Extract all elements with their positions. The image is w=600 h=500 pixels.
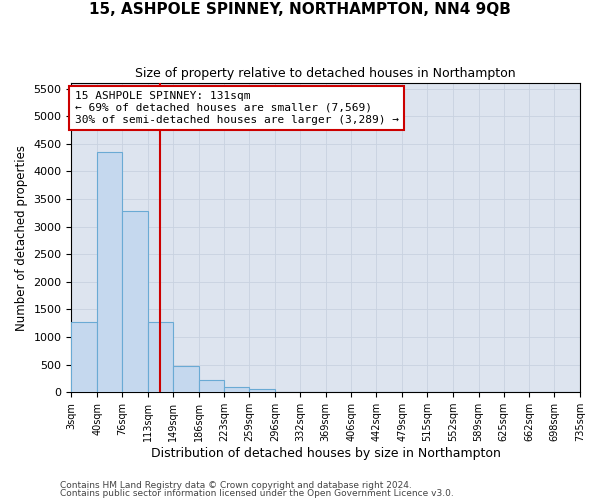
- Y-axis label: Number of detached properties: Number of detached properties: [15, 144, 28, 330]
- X-axis label: Distribution of detached houses by size in Northampton: Distribution of detached houses by size …: [151, 447, 500, 460]
- Bar: [71, 322, 97, 392]
- Title: Size of property relative to detached houses in Northampton: Size of property relative to detached ho…: [136, 68, 516, 80]
- Bar: [199, 380, 224, 392]
- Bar: [173, 366, 199, 392]
- Bar: [122, 210, 148, 392]
- Text: 15 ASHPOLE SPINNEY: 131sqm
← 69% of detached houses are smaller (7,569)
30% of s: 15 ASHPOLE SPINNEY: 131sqm ← 69% of deta…: [75, 92, 399, 124]
- Text: 15, ASHPOLE SPINNEY, NORTHAMPTON, NN4 9QB: 15, ASHPOLE SPINNEY, NORTHAMPTON, NN4 9Q…: [89, 2, 511, 18]
- Bar: [148, 322, 173, 392]
- Bar: [224, 386, 249, 392]
- Text: Contains public sector information licensed under the Open Government Licence v3: Contains public sector information licen…: [60, 489, 454, 498]
- Bar: [249, 389, 275, 392]
- Text: Contains HM Land Registry data © Crown copyright and database right 2024.: Contains HM Land Registry data © Crown c…: [60, 480, 412, 490]
- Bar: [97, 152, 122, 392]
